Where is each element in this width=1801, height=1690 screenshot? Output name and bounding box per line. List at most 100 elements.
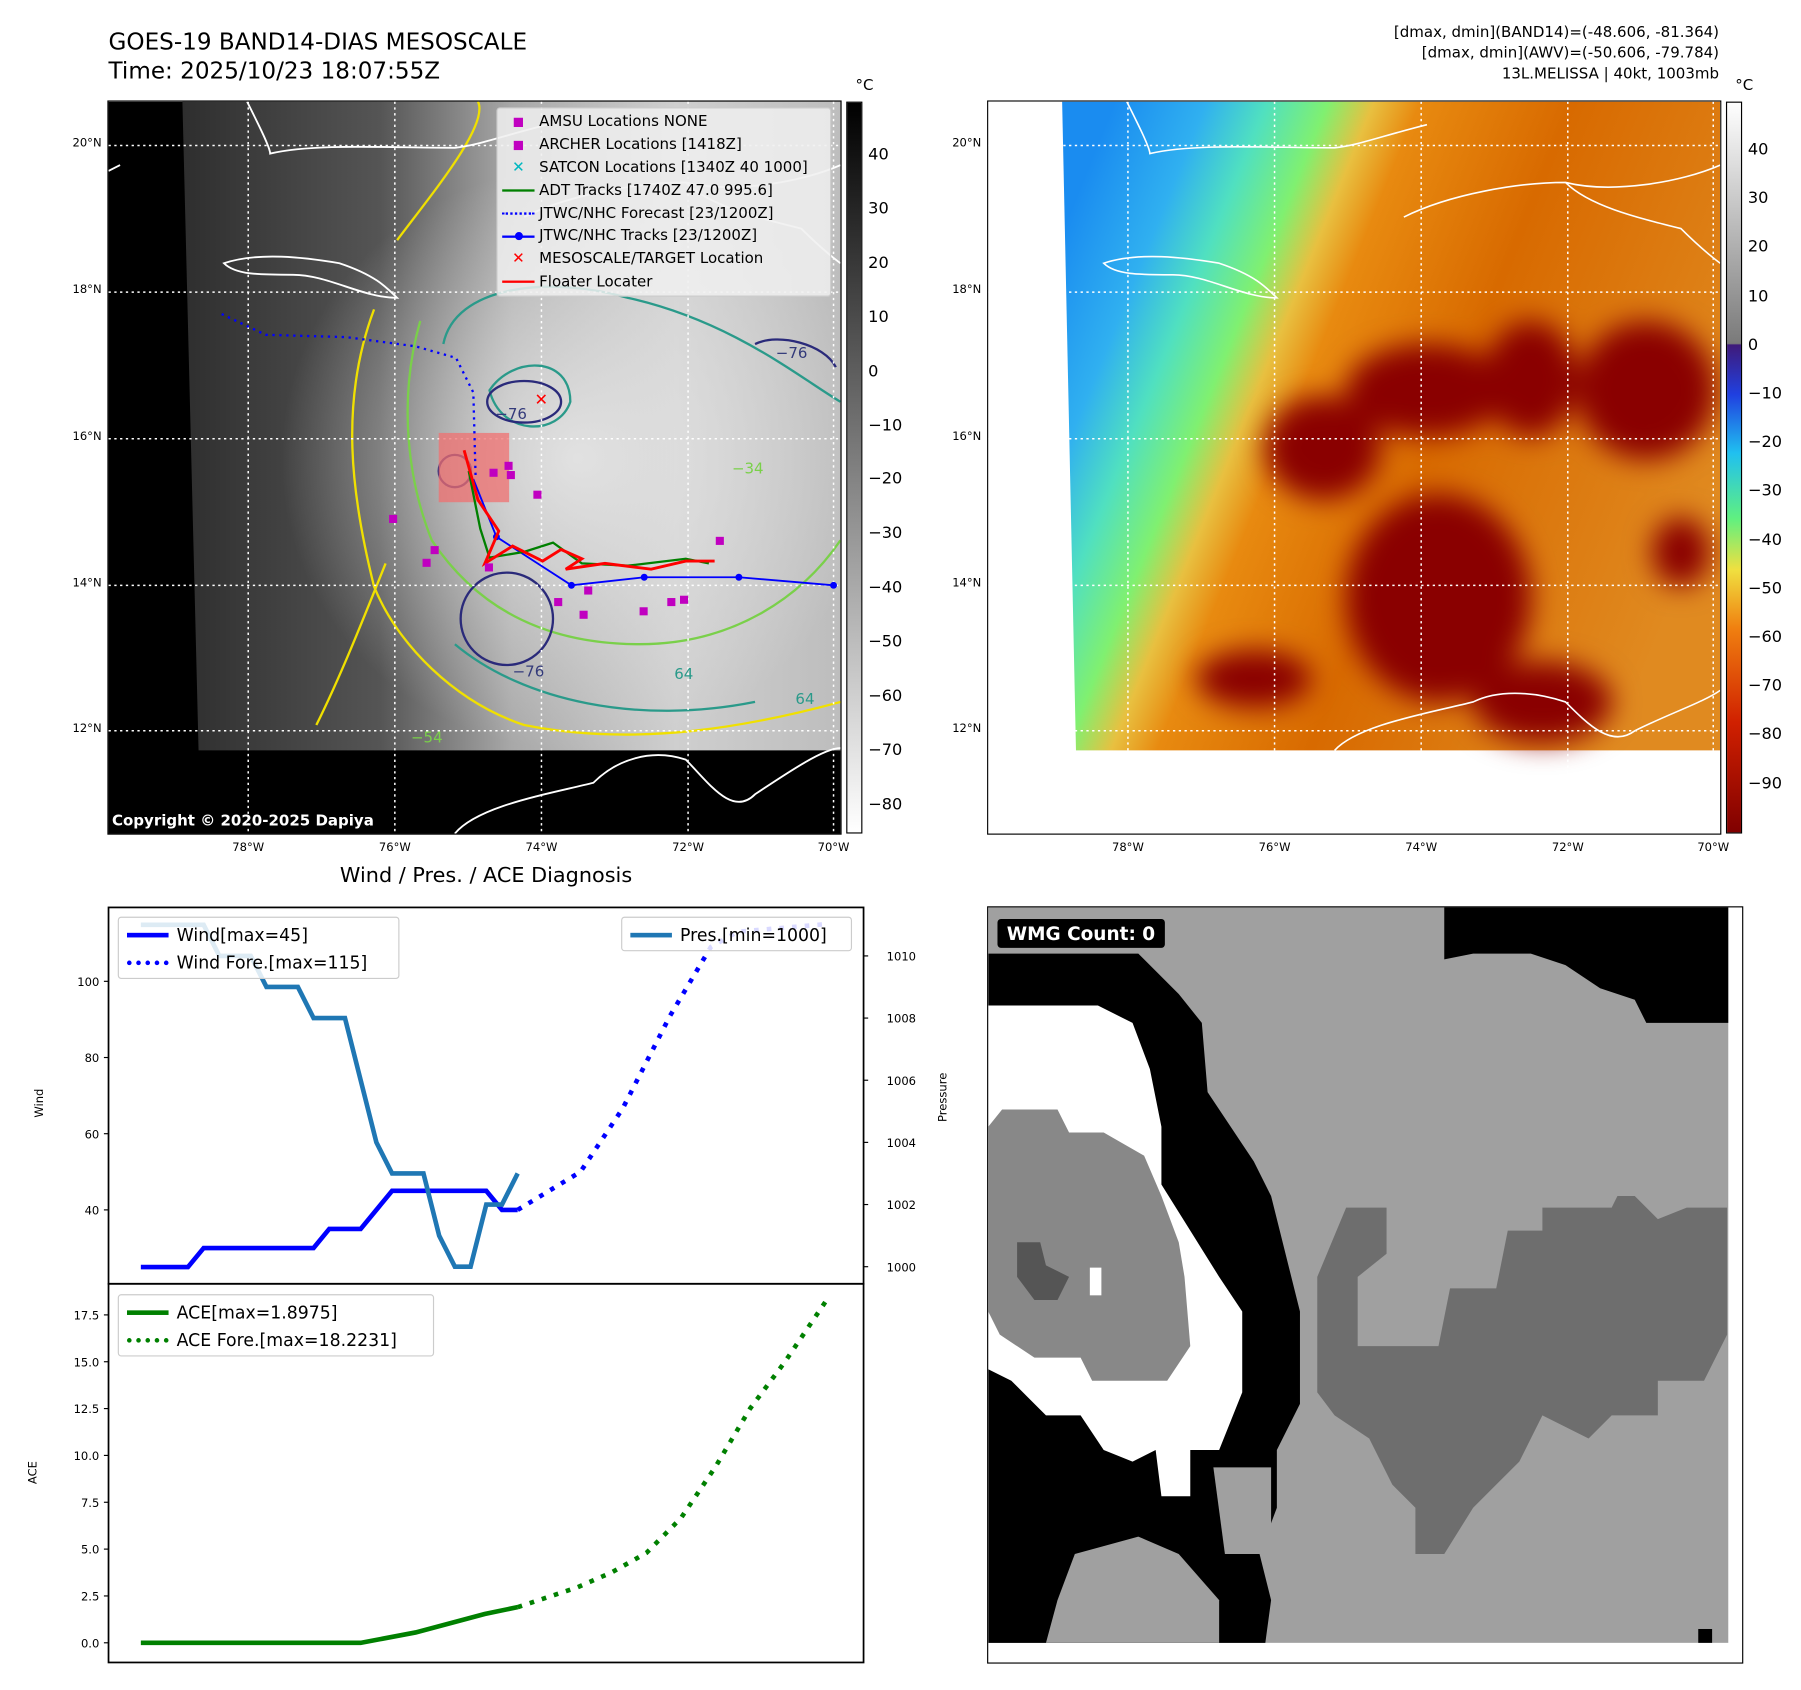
colorbar-tick: −60 — [868, 686, 903, 706]
lon-label: 78°W — [1111, 841, 1144, 855]
figure-title: GOES-19 BAND14-DIAS MESOSCALE — [108, 27, 528, 56]
ace-axis-label: ACE — [27, 1461, 40, 1485]
legend-symbol-icon — [498, 140, 540, 150]
lat-label: 14°N — [72, 577, 102, 590]
storm-info: 13L.MELISSA | 40kt, 1003mb — [1501, 65, 1720, 84]
legend-label: ACE Fore.[max=18.2231] — [176, 1329, 397, 1351]
colorbar-tick: −40 — [1747, 530, 1783, 550]
y-tick-label: 60 — [85, 1127, 100, 1141]
legend-label: Floater Locater — [539, 273, 653, 291]
contour-label: 64 — [795, 690, 814, 708]
lon-label: 72°W — [1551, 841, 1584, 855]
colorbar-tick: 10 — [1747, 286, 1769, 306]
lon-label: 76°W — [378, 841, 411, 855]
legend-item: ✕ SATCON Locations [1340Z 40 1000] — [498, 157, 830, 180]
contour-navy — [459, 571, 555, 667]
legend-label: AMSU Locations NONE — [539, 113, 708, 131]
awv-colorbar — [1725, 101, 1743, 834]
contour-label: −76 — [776, 344, 808, 362]
map-legend: AMSU Locations NONE ARCHER Locations [141… — [496, 107, 832, 297]
lon-label: 70°W — [1697, 841, 1730, 855]
colorbar-tick: −30 — [1747, 481, 1783, 501]
stats-band14: [dmax, dmin](BAND14)=(-48.606, -81.364) — [1393, 24, 1720, 42]
colorbar-tick: 40 — [1747, 140, 1769, 160]
pressure-legend: Pres.[min=1000] — [621, 916, 853, 952]
lon-label: 74°W — [1405, 841, 1438, 855]
colorbar-unit: °C — [1735, 77, 1754, 95]
y-tick-label: 40 — [85, 1204, 100, 1218]
series-line-wind-fore- — [516, 921, 826, 1212]
contour-label: −54 — [411, 728, 443, 746]
wmg-count-label: WMG Count: 0 — [997, 918, 1165, 948]
colorbar-tick: −60 — [1747, 628, 1783, 647]
legend-item: Floater Locater — [498, 271, 830, 294]
legend-symbol-icon — [498, 189, 540, 192]
colorbar-tick: −40 — [868, 578, 903, 598]
y-tick-label: 0.0 — [81, 1636, 99, 1650]
colorbar-tick: 10 — [868, 307, 889, 327]
colorbar-tick: 20 — [1747, 238, 1769, 257]
lon-label: 76°W — [1258, 841, 1291, 855]
y2-tick-label: 1010 — [887, 950, 916, 964]
pressure-axis-label: Pressure — [937, 1072, 950, 1122]
lat-label: 12°N — [952, 722, 982, 736]
figure-time: Time: 2025/10/23 18:07:55Z — [108, 56, 441, 85]
colorbar-tick: 30 — [1747, 189, 1769, 209]
lon-label: 72°W — [672, 841, 705, 855]
legend-item: JTWC/NHC Tracks [23/1200Z] — [498, 225, 830, 248]
colorbar-tick: −80 — [868, 795, 903, 814]
y2-tick-label: 1000 — [887, 1260, 916, 1274]
awv-map — [987, 100, 1722, 835]
lon-label: 74°W — [525, 841, 558, 855]
lat-label: 20°N — [72, 137, 102, 151]
band14-colorbar — [846, 101, 863, 834]
contour-label: 64 — [674, 665, 693, 683]
legend-label: MESOSCALE/TARGET Location — [539, 250, 764, 269]
stats-awv: [dmax, dmin](AWV)=(-50.606, -79.784) — [1421, 45, 1720, 63]
legend-symbol-icon: ✕ — [512, 159, 525, 177]
lon-label: 70°W — [817, 841, 850, 855]
y-tick-label: 80 — [85, 1051, 100, 1065]
legend-symbol-icon: ✕ — [512, 250, 525, 269]
legend-label: ARCHER Locations [1418Z] — [539, 136, 742, 154]
forecast-track — [221, 312, 477, 480]
legend-label: ADT Tracks [1740Z 47.0 995.6] — [539, 182, 773, 200]
axes-frame — [107, 1282, 865, 1664]
adt-track — [467, 470, 710, 567]
lat-label: 16°N — [952, 430, 982, 444]
legend-symbol-icon — [498, 212, 540, 215]
series-line-wind — [140, 1188, 518, 1270]
wind-legend: Wind[max=45] Wind Fore.[max=115] — [117, 916, 400, 980]
colorbar-tick: −10 — [868, 416, 903, 435]
band14-map: ✕ −76 −76 −76 64 64 −54 −34 AMSU Locatio… — [107, 100, 842, 835]
y-tick-label: 100 — [77, 975, 99, 989]
wmg-black-region — [1444, 907, 1729, 1023]
colorbar-tick: 0 — [1747, 335, 1759, 355]
wmg-panel: WMG Count: 0 — [987, 906, 1744, 1664]
contour-label: −34 — [732, 459, 764, 477]
contour-label: −76 — [495, 405, 527, 423]
lat-label: 12°N — [72, 722, 102, 736]
y2-tick-label: 1004 — [887, 1136, 916, 1150]
y-tick-label: 17.5 — [74, 1309, 100, 1323]
lat-label: 18°N — [72, 284, 102, 297]
lat-label: 20°N — [952, 137, 982, 151]
colorbar-tick: −30 — [868, 524, 903, 543]
legend-symbol-icon — [498, 117, 540, 127]
wind-axis-label: Wind — [33, 1088, 47, 1118]
colorbar-tick: −70 — [868, 741, 903, 760]
colorbar-tick: 20 — [868, 253, 889, 273]
y2-tick-label: 1002 — [887, 1198, 916, 1212]
target-location-marker: ✕ — [535, 390, 549, 409]
chart-title: Wind / Pres. / ACE Diagnosis — [339, 863, 633, 888]
ace-legend: ACE[max=1.8975] ACE Fore.[max=18.2231] — [117, 1294, 435, 1357]
legend-label: ACE[max=1.8975] — [176, 1302, 338, 1324]
wmg-image — [988, 907, 1729, 1643]
y-tick-label: 12.5 — [74, 1402, 100, 1416]
colorbar-tick: 30 — [868, 199, 889, 219]
y-tick-label: 7.5 — [81, 1496, 99, 1510]
colorbar-tick: −20 — [868, 470, 903, 489]
y2-tick-label: 1008 — [887, 1012, 916, 1026]
